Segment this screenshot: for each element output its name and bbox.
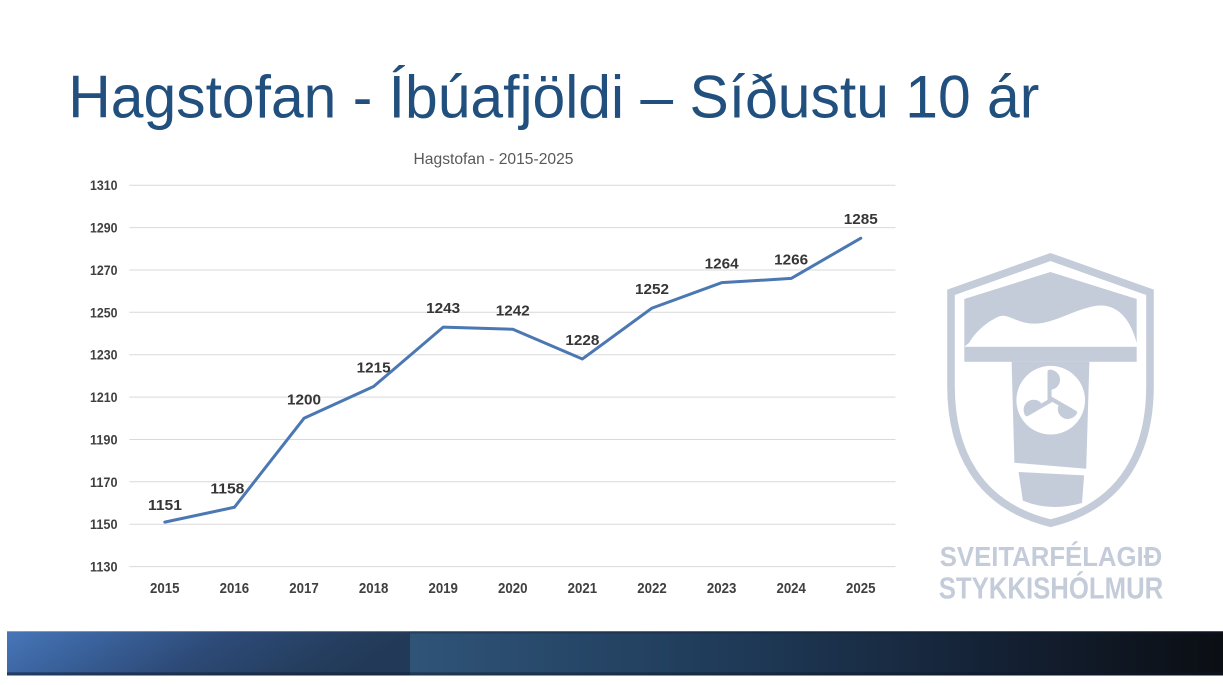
svg-text:1264: 1264 [705,257,739,273]
svg-text:1200: 1200 [287,392,321,408]
svg-text:2020: 2020 [498,580,528,597]
svg-text:2024: 2024 [776,580,806,597]
svg-text:1285: 1285 [844,212,878,228]
svg-text:1190: 1190 [90,432,118,448]
svg-text:1215: 1215 [357,361,391,377]
svg-text:2016: 2016 [220,580,250,597]
svg-text:1170: 1170 [90,474,118,490]
svg-text:1266: 1266 [774,252,808,268]
svg-text:Hagstofan - Íbúafjöldi – Síðus: Hagstofan - Íbúafjöldi – Síðustu 10 ár [68,63,1039,131]
svg-text:2023: 2023 [707,580,737,597]
svg-text:STYKKISHÓLMUR: STYKKISHÓLMUR [939,570,1164,606]
svg-text:1130: 1130 [90,559,118,575]
svg-text:1243: 1243 [426,301,460,317]
svg-text:1150: 1150 [90,516,118,532]
svg-text:1310: 1310 [90,177,118,193]
svg-text:2021: 2021 [568,580,598,597]
svg-text:1270: 1270 [90,262,118,278]
svg-text:2015: 2015 [150,580,180,597]
svg-text:1228: 1228 [565,333,599,349]
svg-text:1250: 1250 [90,304,118,320]
svg-text:1151: 1151 [148,498,182,514]
svg-text:1158: 1158 [210,482,244,498]
svg-text:1210: 1210 [90,389,118,405]
svg-text:SVEITARFÉLAGIÐ: SVEITARFÉLAGIÐ [940,541,1163,572]
svg-text:1252: 1252 [635,282,669,298]
svg-text:2018: 2018 [359,580,389,597]
svg-text:1242: 1242 [496,303,530,319]
svg-text:1230: 1230 [90,347,118,363]
svg-text:2022: 2022 [637,580,667,597]
svg-text:2017: 2017 [289,580,319,597]
svg-text:Hagstofan - 2015-2025: Hagstofan - 2015-2025 [414,151,574,168]
svg-text:2025: 2025 [846,580,876,597]
svg-text:2019: 2019 [428,580,458,597]
svg-text:1290: 1290 [90,220,118,236]
